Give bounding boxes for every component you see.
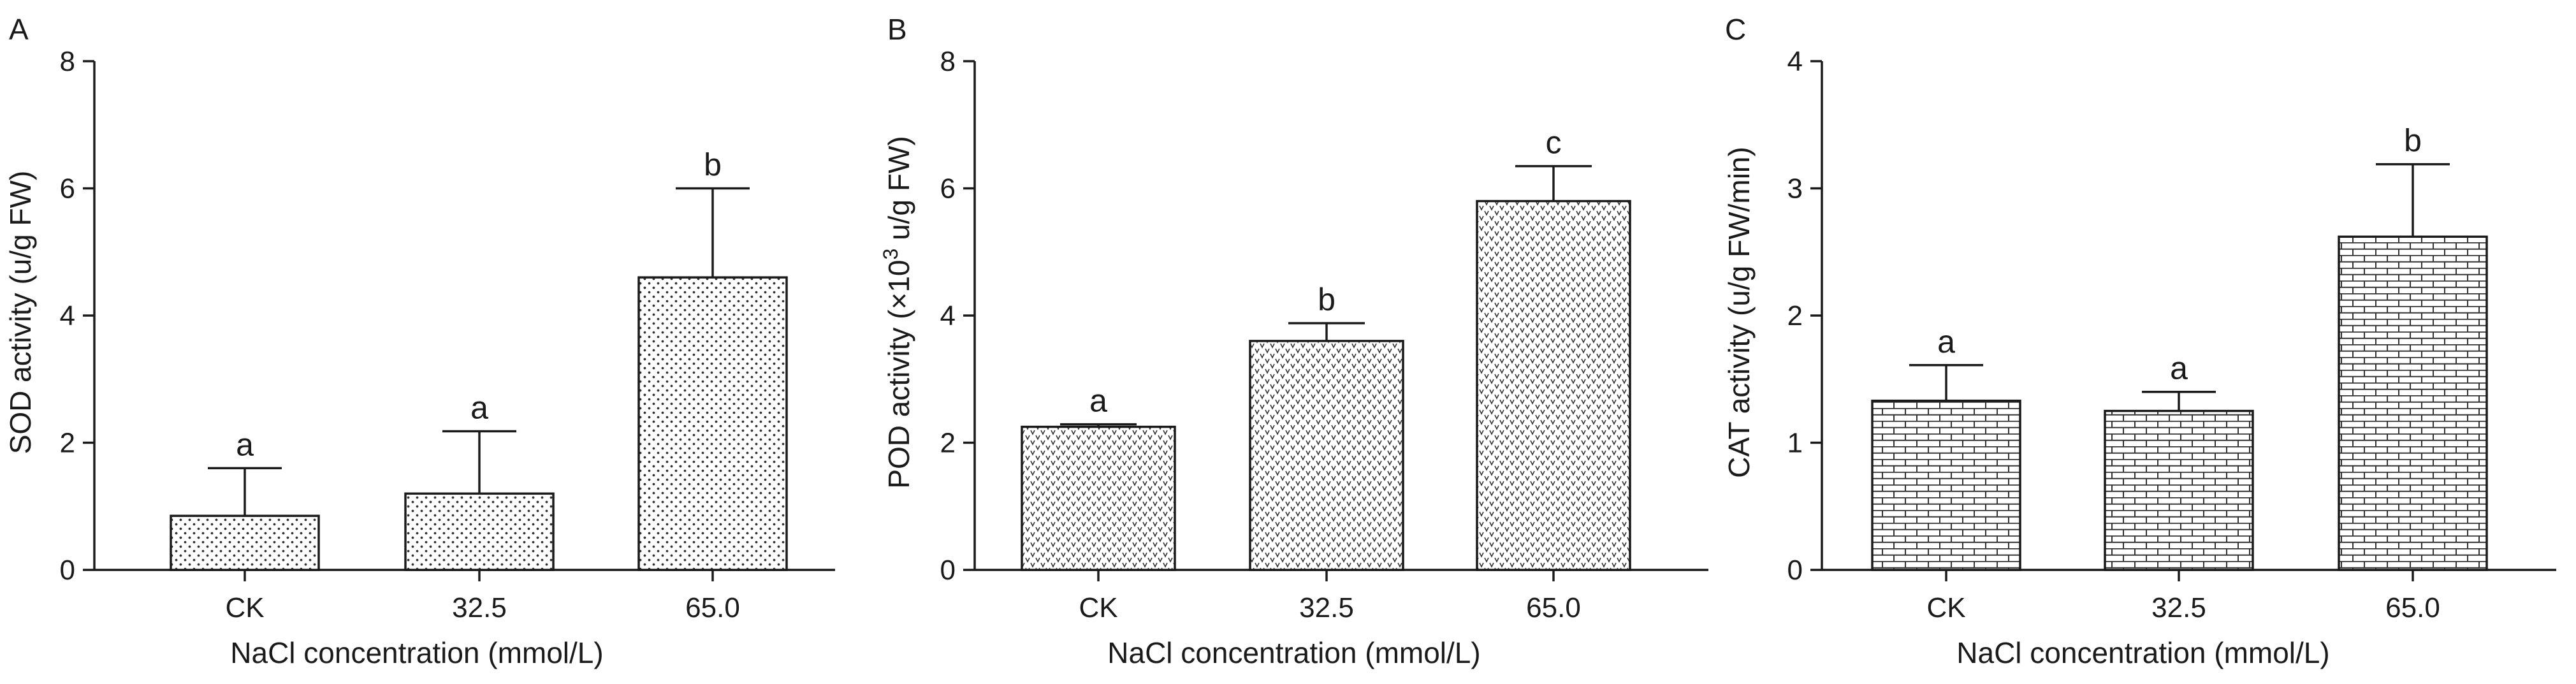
y-tick-label: 3 — [1787, 173, 1803, 205]
x-tick-label: CK — [1079, 592, 1117, 623]
bars: a a b — [170, 147, 788, 571]
panel-letter: C — [1725, 13, 1746, 46]
bar — [1476, 200, 1631, 571]
panel-letter: A — [9, 13, 29, 46]
significance-label: b — [1318, 282, 1335, 317]
y-tick-label: 0 — [60, 555, 75, 586]
bar — [2338, 235, 2488, 571]
x-tick-label: 65.0 — [2385, 592, 2440, 623]
bar — [1871, 399, 2021, 571]
significance-label: a — [470, 390, 488, 426]
y-tick-label: 2 — [1787, 300, 1803, 331]
x-tick-label: 65.0 — [1526, 592, 1581, 623]
y-axis-title: POD activity (×103 u/g FW) — [879, 136, 915, 488]
bar — [1021, 425, 1176, 571]
x-tick-label: CK — [1926, 592, 1965, 623]
y-axis-title: SOD activity (u/g FW) — [4, 171, 37, 455]
y-tick-label: 4 — [1787, 46, 1803, 77]
y-tick-label: 8 — [60, 46, 75, 77]
bar — [637, 276, 788, 571]
y-axis-title-main: POD activity (×10 — [882, 259, 915, 488]
y-tick-label: 0 — [940, 555, 956, 586]
y-tick-label: 0 — [1787, 555, 1803, 586]
y-tick-label: 6 — [60, 173, 75, 205]
significance-label: b — [704, 147, 722, 183]
significance-label: c — [1546, 125, 1562, 161]
x-axis-title: NaCl concentration (mmol/L) — [1956, 636, 2329, 669]
y-axis-title-superscript: 3 — [879, 249, 902, 260]
bar — [2104, 409, 2254, 571]
y-tick-label: 2 — [940, 428, 956, 459]
x-tick-label: 32.5 — [2151, 592, 2206, 623]
y-tick-label: 8 — [940, 46, 956, 77]
y-tick-label: 1 — [1787, 428, 1803, 459]
panel-a: A SOD activity (u/g FW) NaCl concentrati… — [4, 13, 835, 669]
x-tick-label: 32.5 — [452, 592, 507, 623]
panel-letter: B — [887, 13, 907, 46]
significance-label: a — [2170, 351, 2188, 386]
bar — [404, 492, 555, 571]
bars: a b c — [1021, 125, 1631, 571]
significance-label: a — [236, 426, 254, 462]
y-axis-title-suffix: u/g FW) — [882, 136, 915, 248]
bar — [170, 514, 320, 571]
panel-b: B POD activity (×103 u/g FW) NaCl concen… — [879, 13, 1708, 669]
significance-label: b — [2404, 123, 2422, 159]
y-axis-title: CAT activity (u/g FW/min) — [1722, 147, 1756, 478]
x-tick-label: 65.0 — [685, 592, 740, 623]
x-tick-label: 32.5 — [1299, 592, 1354, 623]
y-tick-label: 4 — [60, 300, 75, 331]
x-axis-title: NaCl concentration (mmol/L) — [1107, 636, 1480, 669]
x-tick-label: CK — [225, 592, 264, 623]
y-tick-label: 4 — [940, 300, 956, 331]
bars: a a b — [1871, 123, 2488, 571]
significance-label: a — [1089, 383, 1107, 419]
panel-c: C CAT activity (u/g FW/min) NaCl concent… — [1722, 13, 2556, 669]
x-axis-title: NaCl concentration (mmol/L) — [230, 636, 603, 669]
significance-label: a — [1937, 324, 1955, 360]
bar — [1249, 340, 1404, 571]
y-tick-label: 2 — [60, 428, 75, 459]
y-tick-label: 6 — [940, 173, 956, 205]
